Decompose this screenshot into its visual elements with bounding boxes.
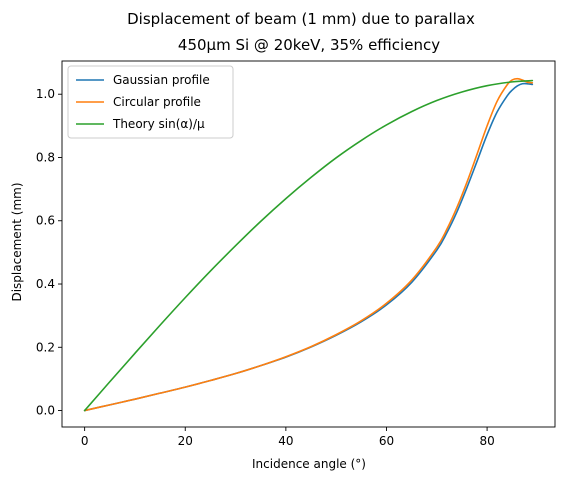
legend: Gaussian profile Circular profile Theory s…: [67, 65, 234, 139]
x-axis-label: Incidence angle (°): [252, 457, 366, 471]
y-tick-label: 0.6: [36, 214, 55, 228]
legend-label: Theory sin(α)/μ: [112, 117, 205, 131]
plot-area-frame: [61, 60, 556, 428]
series-line-theory-sin: [83, 79, 534, 412]
chart-title: Displacement of beam (1 mm) due to paral…: [127, 10, 475, 28]
y-axis-label: Displacement (mm): [10, 182, 24, 301]
x-tick-label: 80: [479, 434, 494, 448]
chart-subtitle: 450µm Si @ 20keV, 35% efficiency: [178, 36, 440, 54]
legend-label: Gaussian profile: [113, 73, 210, 87]
y-tick-label: 0.0: [36, 404, 55, 418]
y-tick-label: 0.4: [36, 277, 55, 291]
y-tick-label: 1.0: [36, 87, 55, 101]
series-layer: [83, 77, 534, 412]
legend-label: Circular profile: [113, 95, 201, 109]
x-tick-label: 0: [81, 434, 89, 448]
y-tick-label: 0.2: [36, 340, 55, 354]
x-tick-label: 40: [278, 434, 293, 448]
axis-ticks: 0 20 40 60 80 0.0 0.2 0.4 0.6 0.8 1.0: [36, 87, 495, 448]
legend-box: [67, 65, 234, 139]
x-tick-label: 20: [178, 434, 193, 448]
y-tick-label: 0.8: [36, 150, 55, 164]
series-line-circular-profile: [83, 77, 534, 412]
x-tick-label: 60: [379, 434, 394, 448]
